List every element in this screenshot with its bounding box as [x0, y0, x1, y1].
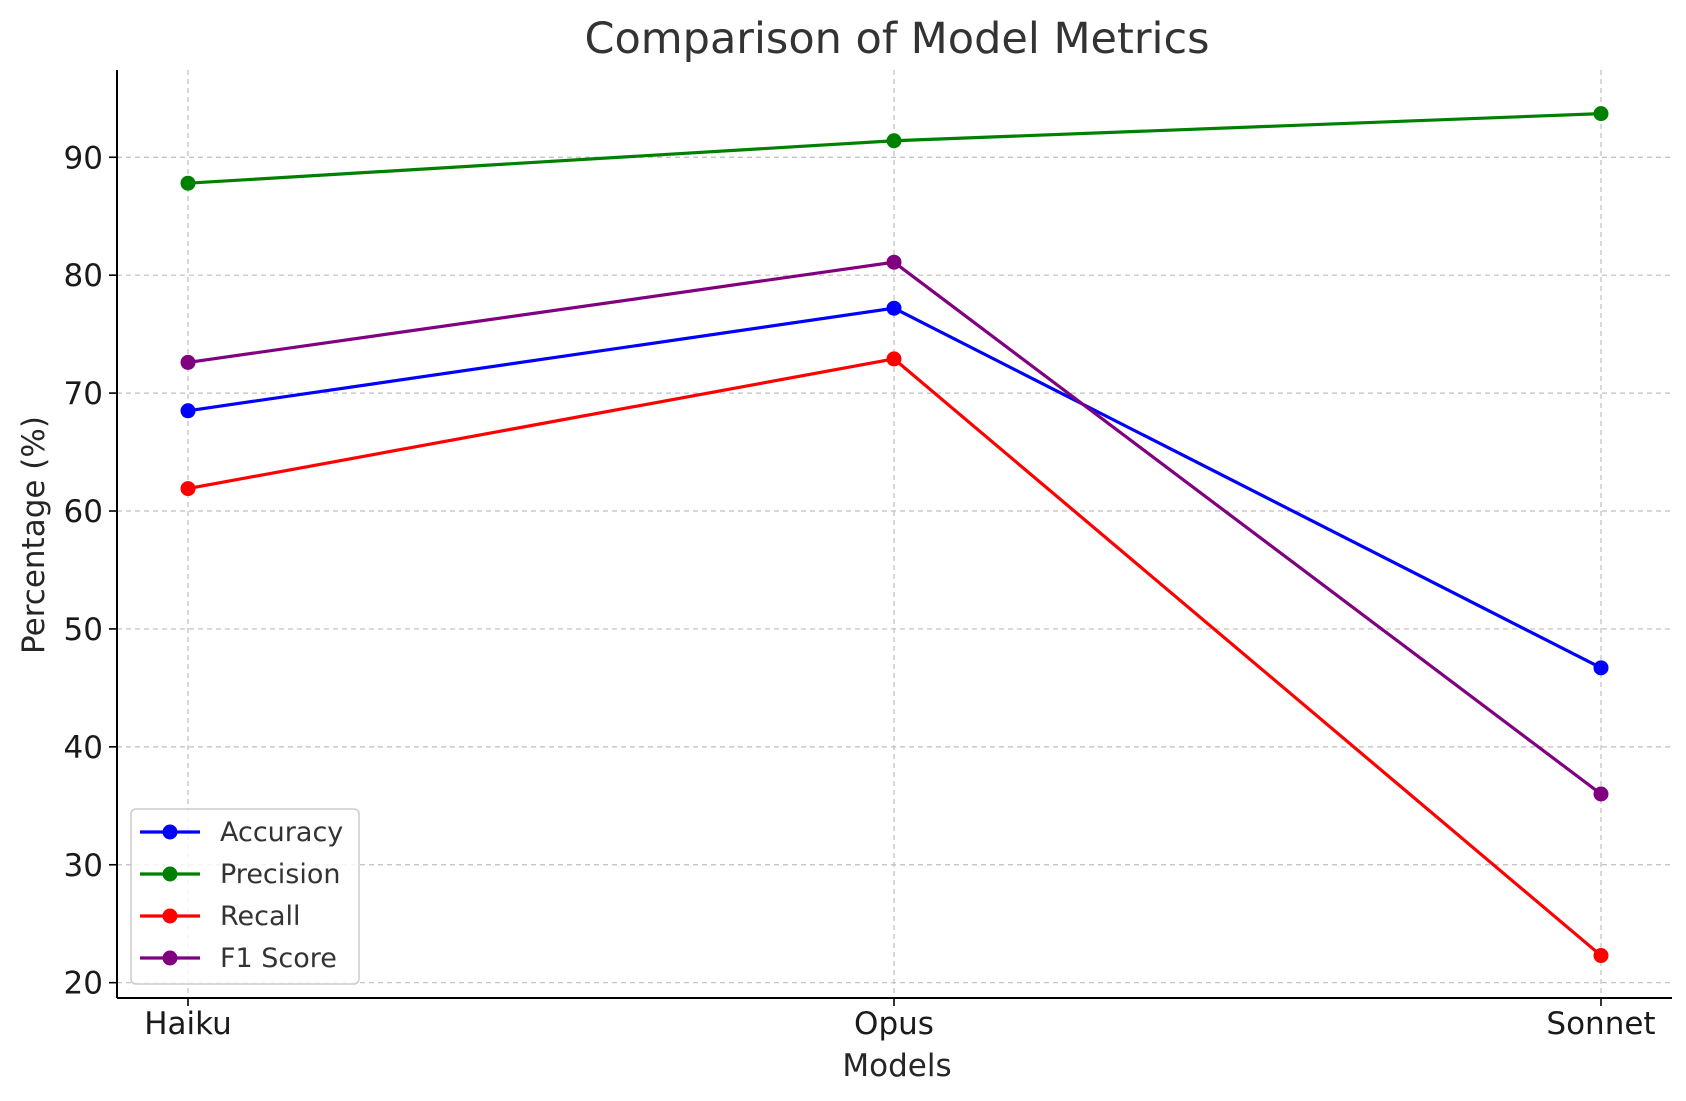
legend: Accuracy Precision Recall F1 Score	[130, 808, 360, 985]
legend-marker-f1-score	[162, 950, 178, 966]
series-accuracy	[180, 300, 1609, 676]
y-tick-label: 70	[64, 376, 103, 412]
series-recall	[180, 351, 1609, 964]
data-point-f1-score	[886, 254, 902, 270]
series-precision	[180, 106, 1609, 191]
legend-label-f1-score: F1 Score	[220, 943, 337, 974]
y-tick-label: 60	[64, 494, 103, 530]
chart-title: Comparison of Model Metrics	[584, 14, 1209, 64]
y-tick-label: 50	[64, 612, 103, 648]
x-tick-label: Haiku	[144, 1006, 232, 1042]
y-axis-ticks: 20 30 40 50 60 70 80 90	[64, 140, 117, 1002]
data-point-f1-score	[1593, 786, 1609, 802]
y-tick-label: 30	[64, 848, 103, 884]
series-f1-score	[180, 254, 1609, 802]
data-point-accuracy	[1593, 660, 1609, 676]
data-point-accuracy	[180, 403, 196, 419]
data-point-recall	[180, 481, 196, 497]
data-point-precision	[180, 175, 196, 191]
y-tick-label: 20	[64, 966, 103, 1002]
series-group	[180, 106, 1609, 964]
legend-label-precision: Precision	[220, 859, 340, 890]
y-tick-label: 40	[64, 730, 103, 766]
data-point-precision	[1593, 106, 1609, 122]
legend-entry-recall: Recall	[140, 901, 301, 932]
legend-entry-precision: Precision	[140, 859, 340, 890]
legend-items: Accuracy Precision Recall F1 Score	[140, 817, 343, 974]
y-axis-label: Percentage (%)	[16, 416, 52, 654]
data-point-recall	[886, 351, 902, 367]
data-point-recall	[1593, 948, 1609, 964]
legend-marker-precision	[162, 866, 178, 882]
y-tick-label: 90	[64, 140, 103, 176]
grid	[117, 70, 1672, 998]
legend-marker-recall	[162, 908, 178, 924]
data-point-accuracy	[886, 300, 902, 316]
legend-frame	[130, 808, 360, 985]
x-axis-label: Models	[842, 1048, 951, 1084]
legend-entry-accuracy: Accuracy	[140, 817, 343, 848]
data-point-f1-score	[180, 354, 196, 370]
data-point-precision	[886, 133, 902, 149]
legend-entry-f1-score: F1 Score	[140, 943, 337, 974]
x-axis-ticks: Haiku Opus Sonnet	[144, 998, 1656, 1042]
legend-label-accuracy: Accuracy	[220, 817, 343, 848]
legend-label-recall: Recall	[220, 901, 301, 932]
x-tick-label: Opus	[854, 1006, 934, 1042]
legend-marker-accuracy	[162, 824, 178, 840]
y-tick-label: 80	[64, 258, 103, 294]
x-tick-label: Sonnet	[1546, 1006, 1655, 1042]
